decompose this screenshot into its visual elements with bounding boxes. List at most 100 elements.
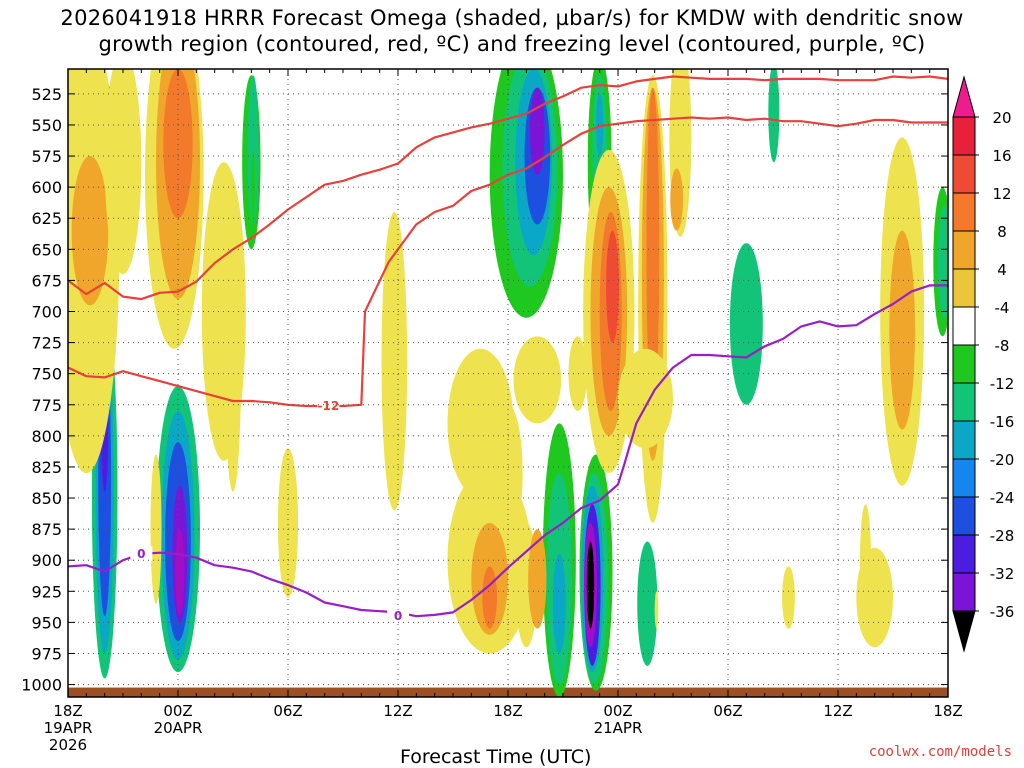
- omega-blob: [568, 336, 587, 411]
- x-tick-label: 06Z: [273, 702, 302, 720]
- contour-label-bg: [130, 545, 153, 561]
- colorbar-swatch: [952, 306, 976, 346]
- chart-title-line2: growth region (contoured, red, ºC) and f…: [98, 32, 926, 56]
- colorbar-label: -28: [990, 527, 1015, 545]
- y-tick-label: 850: [31, 489, 62, 508]
- x-tick-label: 06Z: [713, 702, 742, 720]
- colorbar-label: -8: [995, 337, 1010, 355]
- y-tick-label: 875: [31, 520, 62, 539]
- y-tick-label: 1000: [21, 676, 62, 695]
- x-tick-label: 18Z: [933, 702, 962, 720]
- omega-blob: [381, 212, 408, 511]
- colorbar-label: 16: [992, 147, 1011, 165]
- plot-area: -12 0 0: [68, 69, 948, 697]
- omega-blob: [482, 566, 497, 629]
- x-tick-label: 21APR: [594, 719, 643, 737]
- y-tick-label: 725: [31, 334, 62, 353]
- omega-blob: [163, 69, 193, 219]
- colorbar: 20 16 12 8 4 -4 -8 -12 -16 -20 -24 -28 -32 -36: [952, 75, 1015, 653]
- omega-blob: [768, 69, 780, 163]
- colorbar-swatch: [952, 420, 976, 460]
- colorbar-label: -36: [990, 603, 1015, 621]
- colorbar-label: -20: [990, 451, 1015, 469]
- colorbar-label: 4: [997, 261, 1007, 279]
- x-tick-label: 2026: [49, 736, 87, 754]
- colorbar-swatch: [952, 496, 976, 536]
- omega-blob: [860, 504, 871, 617]
- y-tick-label: 800: [31, 427, 62, 446]
- y-tick-label: 775: [31, 396, 62, 415]
- y-tick-label: 525: [31, 85, 62, 104]
- contour-line: [68, 75, 948, 301]
- colorbar-swatch: [952, 230, 976, 270]
- y-tick-label: 675: [31, 271, 62, 290]
- omega-blob: [224, 218, 242, 492]
- omega-blob: [637, 541, 658, 666]
- y-tick-label: 700: [31, 302, 62, 321]
- colorbar-swatch: [952, 154, 976, 194]
- omega-blob: [586, 541, 595, 629]
- grid: [67, 69, 949, 697]
- colorbar-swatch: [952, 534, 976, 574]
- x-tick-label: 00Z: [163, 702, 192, 720]
- omega-blob: [670, 168, 684, 231]
- contour-label-bg: [387, 608, 409, 624]
- contour-label-bg: [317, 398, 340, 414]
- colorbar-swatch: [952, 344, 976, 384]
- y-tick-label: 750: [31, 365, 62, 384]
- colorbar-swatch: [952, 268, 976, 308]
- omega-blob: [247, 75, 259, 225]
- y-tick-label: 650: [31, 240, 62, 259]
- omega-blob: [937, 205, 948, 318]
- colorbar-label: -32: [990, 565, 1015, 583]
- chart-title-line1: 2026041918 HRRR Forecast Omega (shaded, …: [60, 6, 964, 30]
- contour-label: 0: [394, 609, 402, 623]
- credit-link[interactable]: coolwx.com/models: [868, 744, 1012, 760]
- colorbar-swatch: [952, 192, 976, 232]
- omega-blob: [596, 93, 604, 157]
- colorbar-top-arrow: [952, 75, 976, 118]
- y-tick-label: 825: [31, 458, 62, 477]
- colorbar-label: 12: [992, 185, 1011, 203]
- colorbar-label: 8: [997, 223, 1007, 241]
- omega-blob: [654, 591, 659, 629]
- x-tick-label: 20APR: [154, 719, 203, 737]
- colorbar-bottom-arrow: [952, 610, 976, 653]
- y-tick-label: 625: [31, 209, 62, 228]
- omega-blob: [71, 156, 109, 306]
- y-tick-label: 600: [31, 178, 62, 197]
- omega-blob: [618, 348, 673, 449]
- x-tick-label: 19APR: [44, 719, 93, 737]
- omega-blob: [277, 448, 299, 598]
- omega-blob: [889, 230, 916, 430]
- colorbar-label: 20: [992, 109, 1011, 127]
- colorbar-swatch: [952, 458, 976, 498]
- omega-blob: [782, 566, 795, 629]
- omega-blob: [150, 454, 162, 604]
- colorbar-swatch: [952, 382, 976, 422]
- contour-label: -12: [317, 399, 339, 413]
- x-tick-label: 12Z: [383, 702, 412, 720]
- x-tick-label: 00Z: [603, 702, 632, 720]
- contour-label: 0: [137, 547, 145, 561]
- y-tick-label: 975: [31, 644, 62, 663]
- omega-blob: [552, 553, 566, 654]
- x-tick-label: 18Z: [493, 702, 522, 720]
- y-tick-label: 900: [31, 551, 62, 570]
- colorbar-label: -24: [990, 489, 1015, 507]
- y-tick-label: 550: [31, 116, 62, 135]
- colorbar-swatch: [952, 572, 976, 612]
- contour-line: [68, 284, 948, 618]
- x-tick-label: 18Z: [53, 702, 82, 720]
- omega-blob: [729, 243, 763, 405]
- omega-blob: [493, 404, 523, 542]
- omega-blob: [175, 529, 185, 617]
- colorbar-label: -12: [990, 375, 1015, 393]
- axis-ticks: 525 550 575 600 625 650 675 700 725 750 775 800 825 8…: [21, 69, 963, 754]
- colorbar-label: -16: [990, 413, 1015, 431]
- omega-blob: [646, 87, 660, 411]
- y-tick-label: 925: [31, 582, 62, 601]
- colorbar-label: -4: [995, 299, 1010, 317]
- x-axis-label: Forecast Time (UTC): [400, 746, 592, 768]
